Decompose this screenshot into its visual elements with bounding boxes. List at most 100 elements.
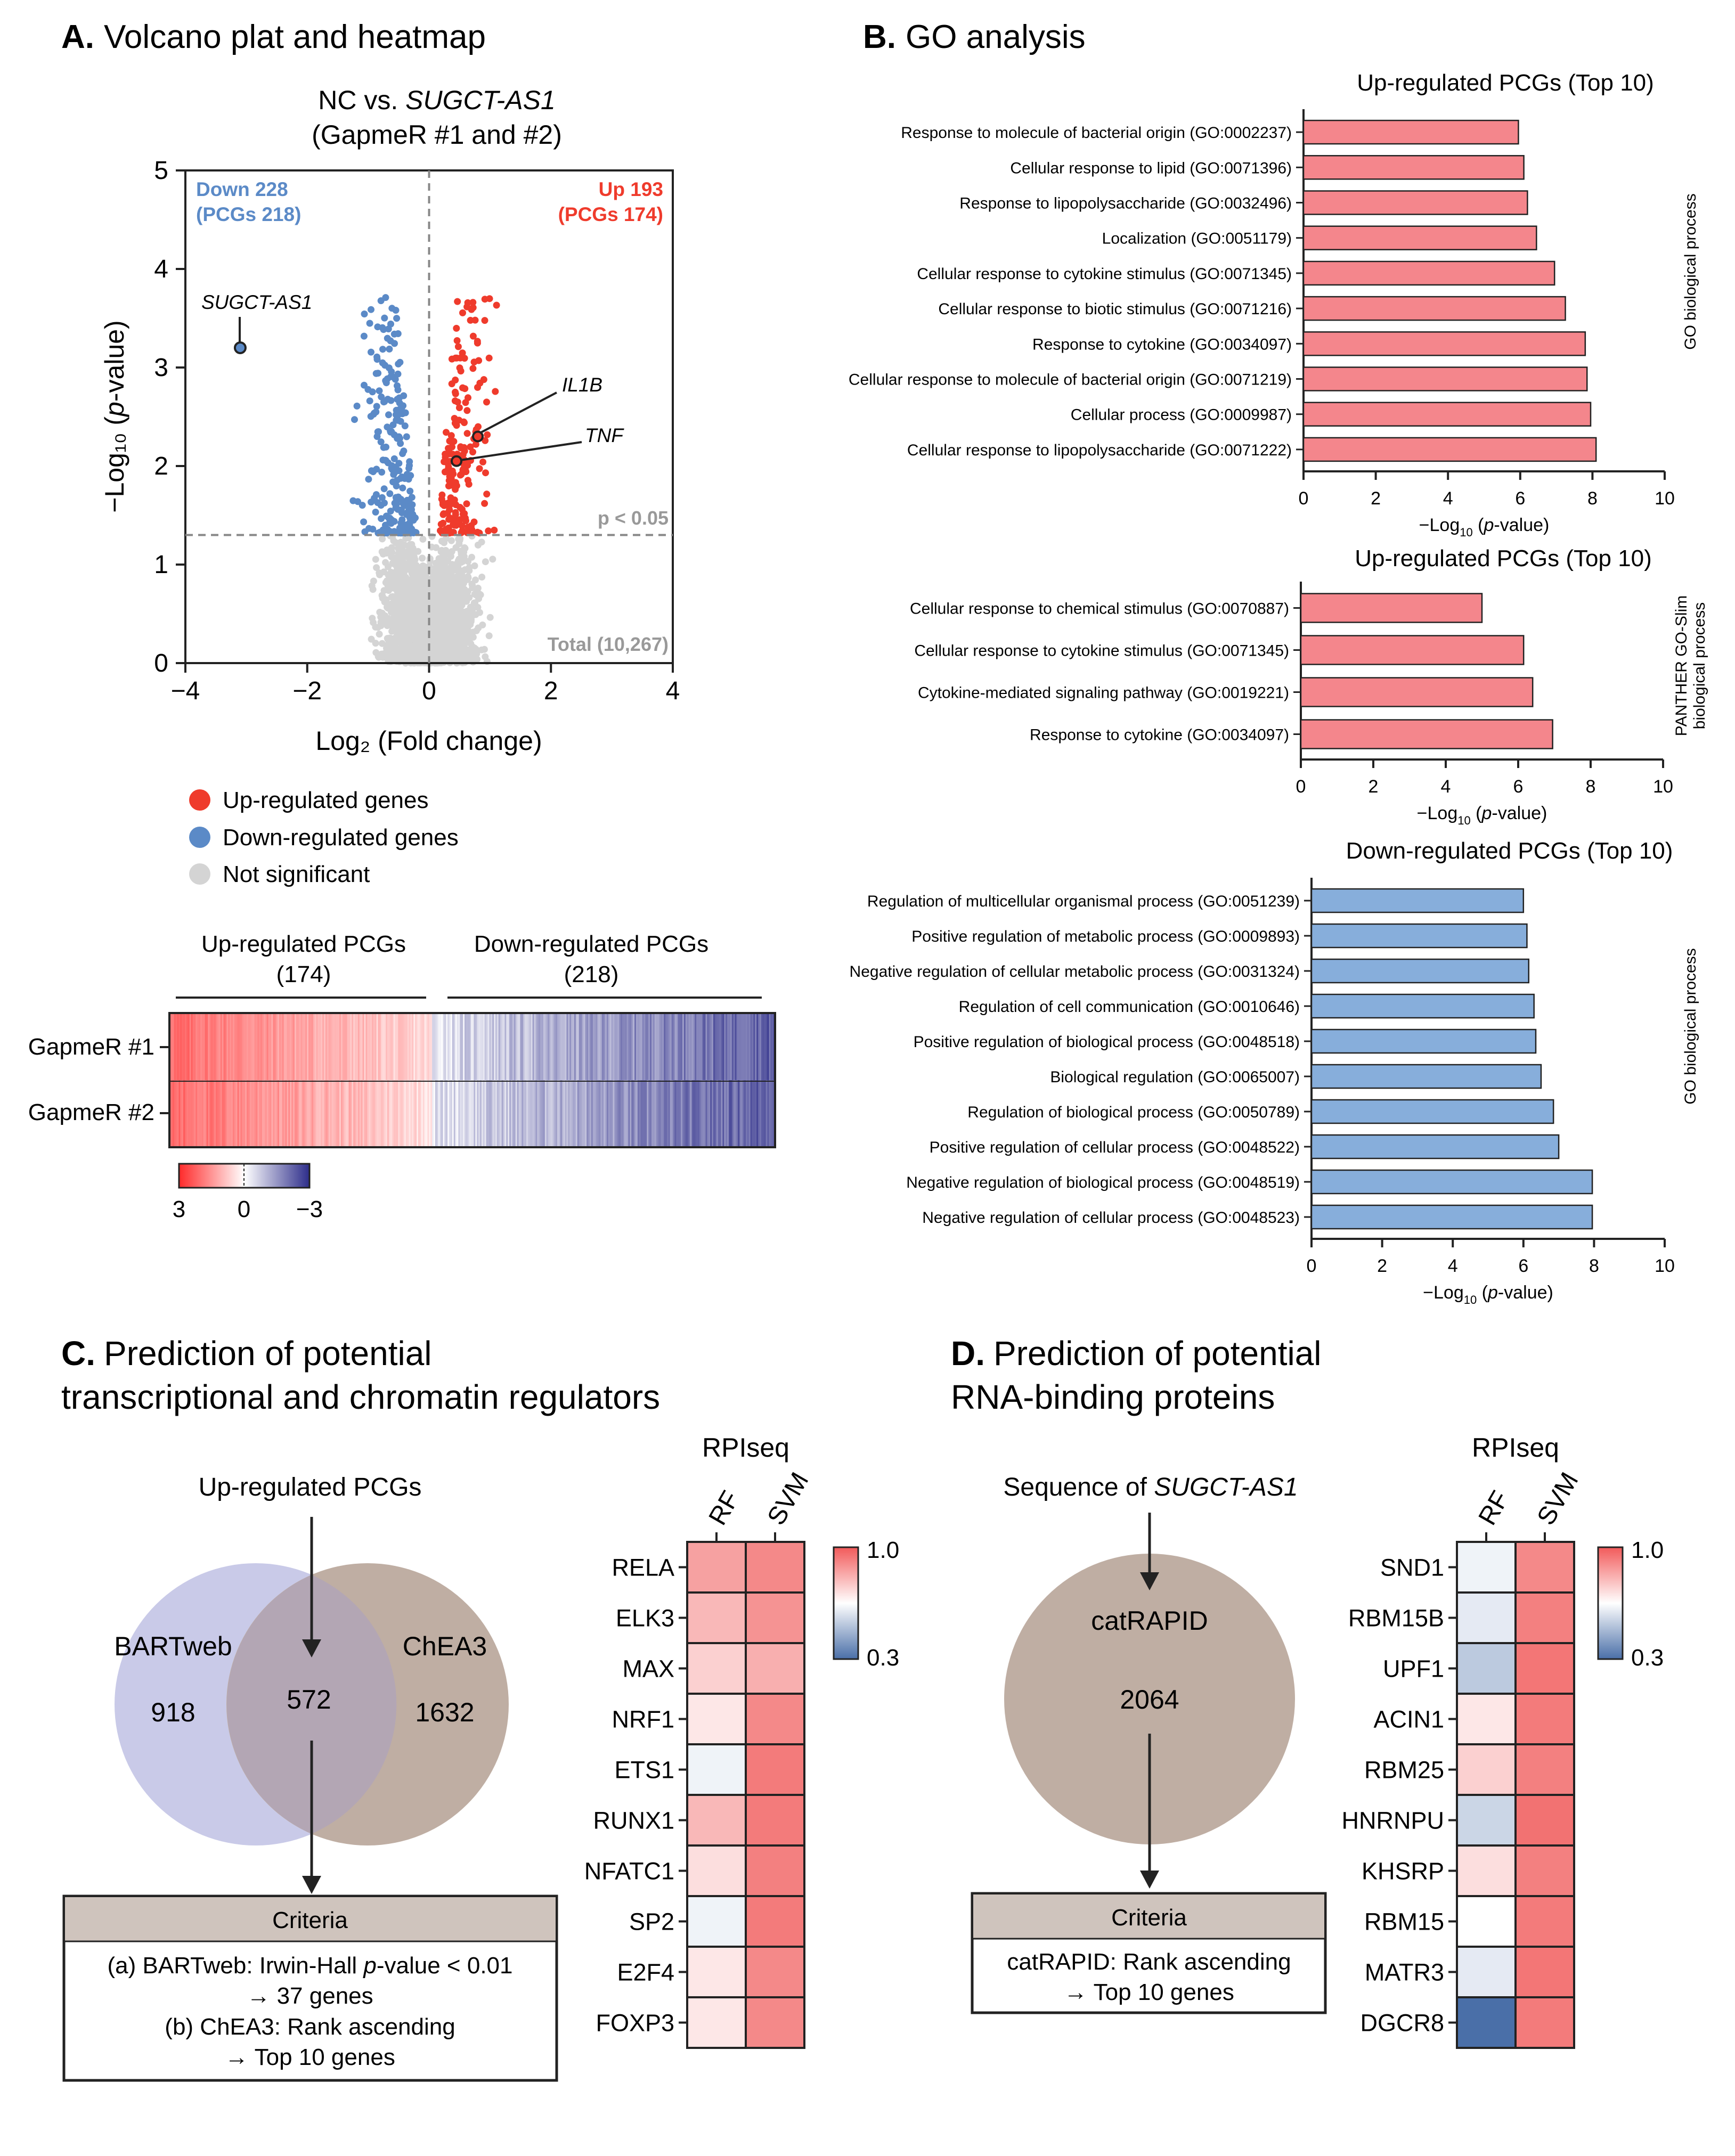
go-term-label: Response to lipopolysaccharide (GO:00324… [959, 195, 1292, 213]
rpiseq-cell [1514, 1946, 1575, 1998]
volcano-point [403, 583, 410, 590]
panel-a-title-text: Volcano plat and heatmap [104, 19, 486, 55]
go-term-label: Regulation of biological process (GO:005… [967, 1104, 1300, 1121]
volcano-point [445, 477, 453, 484]
volcano-point [376, 569, 383, 577]
highlight-point-il1b [472, 430, 484, 443]
go-x-tick: 4 [1441, 777, 1451, 797]
volcano-point [452, 486, 459, 493]
volcano-point [364, 386, 372, 393]
volcano-point [399, 553, 406, 561]
rpiseq-row-label: RBM25 [1364, 1757, 1444, 1784]
gene-label-tnf: TNF [585, 424, 624, 446]
volcano-point [394, 382, 401, 389]
rpiseq-cell [1456, 1946, 1517, 1998]
volcano-point [403, 433, 410, 440]
volcano-point [411, 654, 419, 661]
volcano-point [425, 586, 433, 593]
volcano-point [406, 487, 414, 495]
volcano-point [396, 562, 403, 569]
rpiseq-column-label: SVM [762, 1468, 814, 1530]
volcano-point [392, 307, 400, 314]
volcano-point [397, 496, 405, 503]
volcano-point [400, 392, 408, 399]
volcano-point [485, 527, 492, 535]
volcano-point [394, 545, 402, 552]
volcano-point [482, 653, 489, 660]
volcano-point [453, 582, 460, 589]
volcano-point [403, 564, 410, 571]
go-term-label: Positive regulation of biological proces… [914, 1033, 1300, 1051]
legend-up-swatch [189, 789, 210, 811]
go-term-label: Negative regulation of cellular metaboli… [850, 963, 1300, 981]
volcano-points [349, 294, 500, 667]
volcano-point [402, 601, 409, 609]
volcano-point [389, 593, 396, 600]
volcano-x-tick: −4 [171, 677, 200, 705]
volcano-y-tick: 4 [154, 255, 168, 283]
rpiseq-row-label: RBM15 [1364, 1908, 1444, 1936]
legend-ns-swatch [189, 863, 210, 885]
volcano-point [396, 358, 404, 366]
rpiseq-color-scale [1597, 1546, 1624, 1660]
rpiseq-cell [1456, 1693, 1517, 1745]
volcano-point [379, 346, 386, 353]
go-x-tick: 0 [1296, 777, 1306, 797]
volcano-point [441, 560, 449, 567]
rpiseq-color-scale [833, 1546, 859, 1660]
gene-label-il1b: IL1B [562, 374, 602, 396]
volcano-point [438, 546, 445, 554]
rpiseq-cell [745, 1693, 805, 1745]
go-term-label: Response to molecule of bacterial origin… [901, 124, 1292, 142]
volcano-point [479, 458, 486, 466]
volcano-point [406, 508, 413, 516]
volcano-point [451, 619, 459, 626]
volcano-point [492, 388, 499, 395]
criteria-box-d: Criteria catRAPID: Rank ascending → Top … [971, 1892, 1327, 2014]
volcano-point [471, 316, 479, 324]
volcano-point [449, 467, 456, 475]
go-x-tick: 2 [1377, 1256, 1387, 1276]
go-term-label: Cellular response to lipopolysaccharide … [907, 442, 1292, 459]
go-term-label: Positive regulation of cellular process … [930, 1139, 1300, 1156]
rpiseq-cell [1514, 1541, 1575, 1594]
volcano-point [372, 491, 380, 499]
volcano-point [465, 394, 471, 402]
rpiseq-row-label: SP2 [629, 1908, 674, 1936]
rpiseq-cell [745, 1844, 805, 1897]
volcano-point [456, 364, 463, 372]
volcano-point [390, 330, 398, 338]
volcano-point [351, 416, 358, 423]
go-bar [1310, 1064, 1542, 1089]
go-bar [1310, 1169, 1593, 1195]
volcano-point [493, 301, 500, 309]
volcano-point [399, 450, 406, 458]
rpiseq-cell [745, 1895, 805, 1948]
rpiseq-cell [1456, 1895, 1517, 1948]
volcano-point [481, 317, 488, 324]
heatmap-col2-label: Down-regulated PCGs [474, 931, 708, 957]
volcano-point [448, 380, 455, 388]
volcano-point [435, 616, 443, 623]
rpiseq-cell [686, 1591, 747, 1644]
volcano-point [390, 518, 398, 525]
rpiseq-cell [1456, 1996, 1517, 2049]
rpiseq-cell [745, 1743, 805, 1796]
volcano-point [379, 609, 386, 617]
volcano-point [414, 605, 422, 612]
highlight-point-tnf [450, 455, 462, 467]
heatmap-col1-n: (174) [276, 961, 331, 987]
go-term-label: Regulation of cell communication (GO:001… [959, 998, 1300, 1016]
rpiseq-title: RPIseq [702, 1433, 789, 1463]
volcano-point [463, 610, 470, 617]
rpiseq-row-label: UPF1 [1383, 1655, 1444, 1683]
go-x-tick: 8 [1589, 1256, 1599, 1276]
volcano-point [464, 573, 471, 580]
volcano-point [384, 334, 391, 342]
go-bar [1302, 155, 1525, 180]
volcano-point [361, 311, 368, 317]
volcano-y-tick: 0 [154, 649, 168, 677]
go-bar [1302, 366, 1588, 391]
volcano-point [447, 528, 455, 536]
volcano-point [448, 600, 455, 607]
